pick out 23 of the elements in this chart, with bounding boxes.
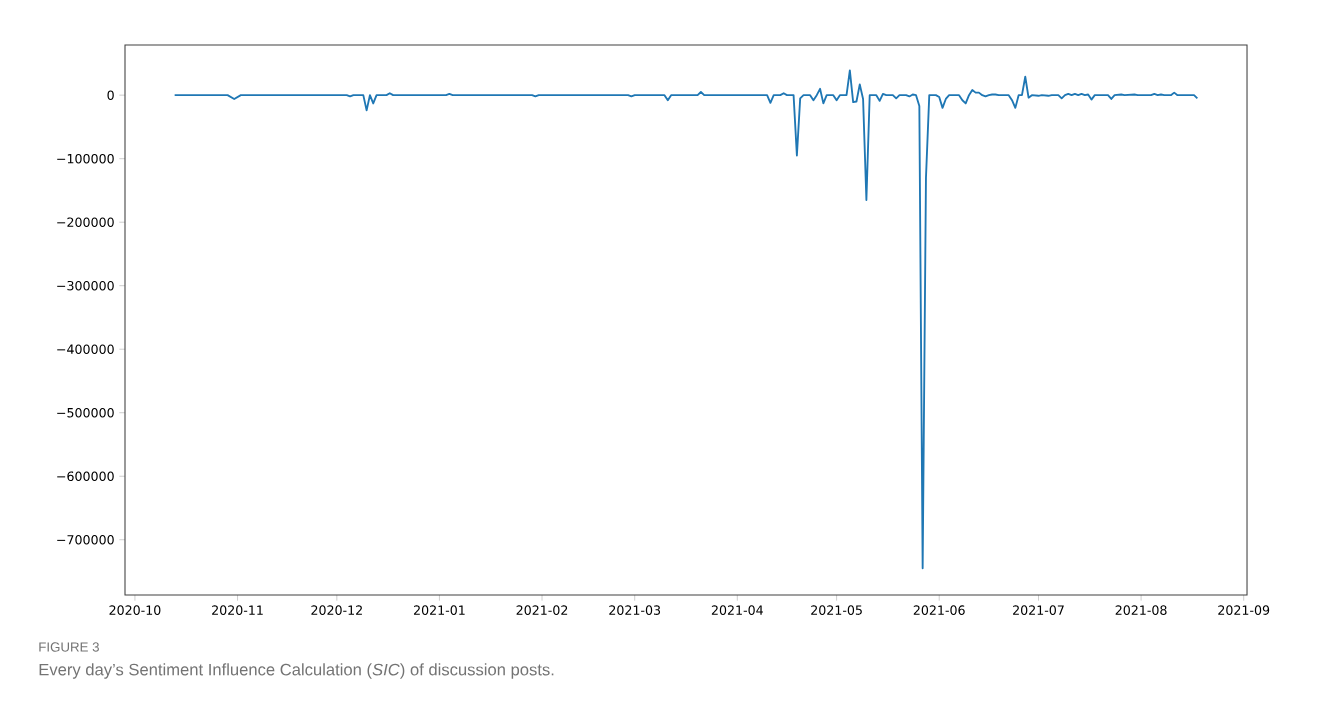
- x-tick-label: 2020-11: [212, 605, 263, 615]
- x-tick-label: 2021-02: [516, 605, 568, 615]
- y-tick-label: −400000: [57, 344, 114, 354]
- x-tick-label: 2021-06: [913, 605, 965, 615]
- x-tick-label: 2021-04: [711, 605, 763, 615]
- x-tick-label: 2021-07: [1013, 605, 1064, 615]
- y-tick-label: −200000: [57, 217, 114, 227]
- y-tick-label: −100000: [57, 153, 114, 164]
- x-tick-label: 2021-05: [811, 605, 862, 615]
- text: Every day’s Sentiment Influence Calculation (SIC) of discussion posts.: [39, 663, 554, 679]
- x-tick-label: 2021-09: [1218, 605, 1270, 615]
- x-tick-label: 2021-03: [609, 605, 661, 615]
- x-tick-label: 2021-08: [1115, 605, 1167, 615]
- y-tick-label: −500000: [57, 407, 114, 418]
- line-series: [173, 69, 1199, 570]
- y-tick-label: −300000: [57, 280, 114, 291]
- y-tick-label: −700000: [57, 534, 114, 545]
- caption: FIGURE 3: [39, 642, 99, 652]
- x-tick-label: 2020-10: [109, 605, 161, 615]
- x-tick-label: 2021-01: [413, 605, 465, 615]
- y-tick-label: −600000: [57, 471, 114, 482]
- y-tick-label: 0: [107, 90, 114, 100]
- x-tick-label: 2020-12: [311, 605, 362, 615]
